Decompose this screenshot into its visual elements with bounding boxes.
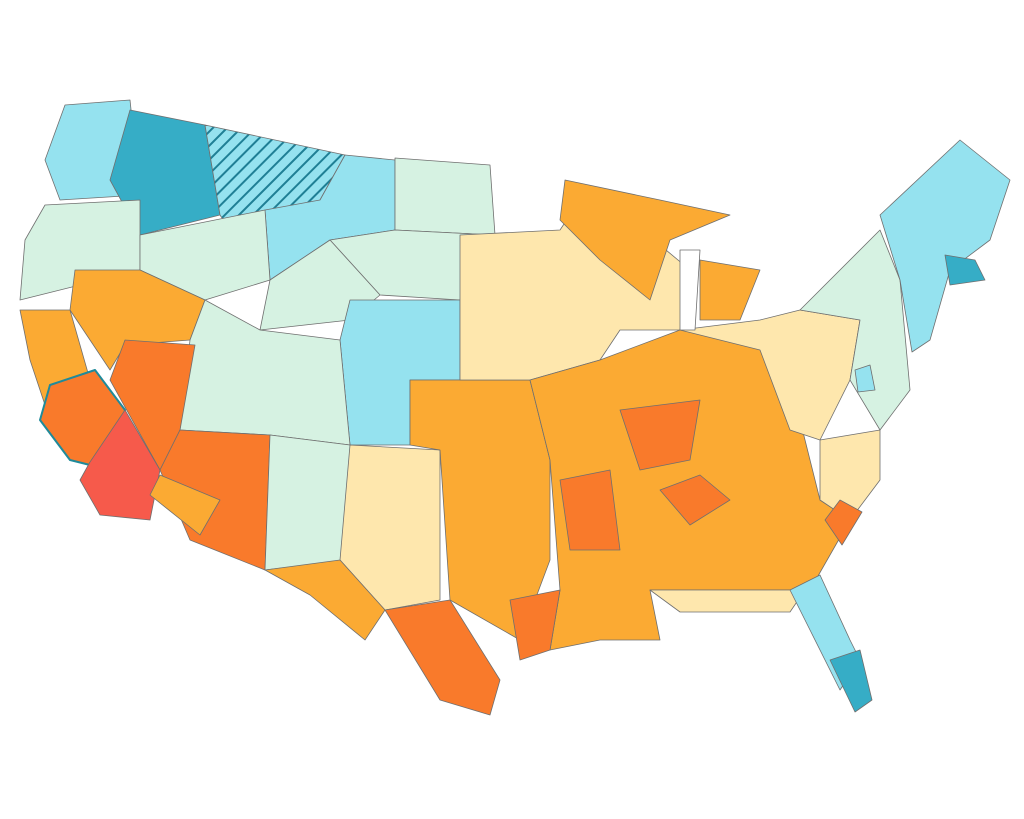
region [819,429,881,521]
region [139,209,271,301]
region [394,157,496,236]
region [619,399,701,471]
region [829,649,873,713]
region [149,474,221,536]
region [509,589,561,661]
region [944,254,986,286]
region [339,444,441,611]
region [264,434,351,571]
region [659,474,731,526]
region [559,469,621,551]
region [79,409,161,521]
region [699,259,761,321]
regions [19,99,1011,716]
lake [679,249,701,331]
region [824,499,863,546]
region [264,559,386,641]
region [799,229,911,431]
region [559,179,731,301]
region [649,589,806,613]
region [854,364,876,393]
region [384,599,501,716]
